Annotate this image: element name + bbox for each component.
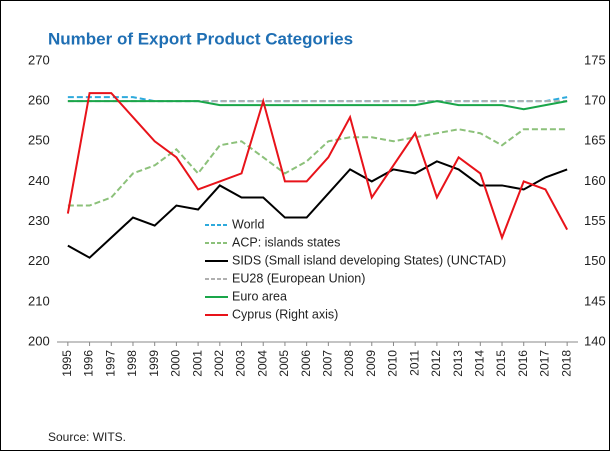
series-line — [67, 100, 568, 111]
x-tick-label: 2011 — [407, 350, 421, 376]
y-tick-label: 260 — [28, 93, 50, 108]
series-line — [66, 92, 569, 241]
x-tick-label: 2012 — [429, 350, 443, 377]
x-tick-label: 1999 — [147, 350, 161, 377]
legend-label: EU28 (European Union) — [232, 271, 365, 285]
y2-tick-label: 155 — [584, 213, 606, 228]
y2-tick-label: 150 — [584, 253, 606, 268]
y2-tick-label: 175 — [584, 52, 606, 67]
x-tick-label: 2002 — [212, 350, 226, 377]
source: Source: WITS. — [48, 430, 126, 444]
x-tick-label: 2003 — [234, 350, 248, 377]
chart-title: Number of Export Product Categories — [48, 29, 353, 48]
y-tick-label: 270 — [28, 52, 50, 67]
x-tick-label: 2018 — [559, 350, 573, 377]
y2-tick-label: 165 — [584, 133, 606, 148]
x-tick-label: 2000 — [169, 350, 183, 377]
x-tick-label: 2009 — [364, 350, 378, 377]
x-tick-label: 2014 — [472, 350, 486, 377]
y-tick-label: 240 — [28, 173, 50, 188]
legend-label: Euro area — [232, 289, 287, 303]
y-tick-label: 200 — [28, 333, 50, 348]
x-tick-label: 2016 — [516, 350, 530, 377]
x-tick-label: 2015 — [494, 350, 508, 377]
x-tick-label: 2004 — [255, 350, 269, 377]
x-tick-label: 2013 — [451, 350, 465, 377]
y2-tick-label: 140 — [584, 333, 606, 348]
legend-label: Cyprus (Right axis) — [232, 307, 338, 321]
y-tick-label: 220 — [28, 253, 50, 268]
x-tick-label: 2008 — [342, 350, 356, 377]
x-tick-label: 2001 — [190, 350, 204, 377]
legend-label: SIDS (Small island developing States) (U… — [232, 253, 506, 267]
legend-label: ACP: islands states — [232, 235, 340, 249]
y2-tick-label: 170 — [584, 93, 606, 108]
y-tick-label: 210 — [28, 293, 50, 308]
y-tick-label: 230 — [28, 213, 50, 228]
legend-label: World — [232, 217, 264, 231]
y-tick-label: 250 — [28, 133, 50, 148]
x-tick-label: 2007 — [321, 350, 335, 377]
y2-tick-label: 145 — [584, 293, 606, 308]
x-tick-label: 1997 — [103, 350, 117, 377]
x-tick-label: 2010 — [386, 350, 400, 377]
x-tick-label: 2017 — [538, 350, 552, 377]
x-tick-label: 1996 — [82, 350, 96, 377]
x-tick-label: 1995 — [60, 350, 74, 377]
x-tick-label: 2006 — [299, 350, 313, 377]
y2-tick-label: 160 — [584, 173, 606, 188]
x-tick-label: 1998 — [125, 350, 139, 377]
x-tick-label: 2005 — [277, 350, 291, 377]
series-line — [67, 128, 568, 207]
